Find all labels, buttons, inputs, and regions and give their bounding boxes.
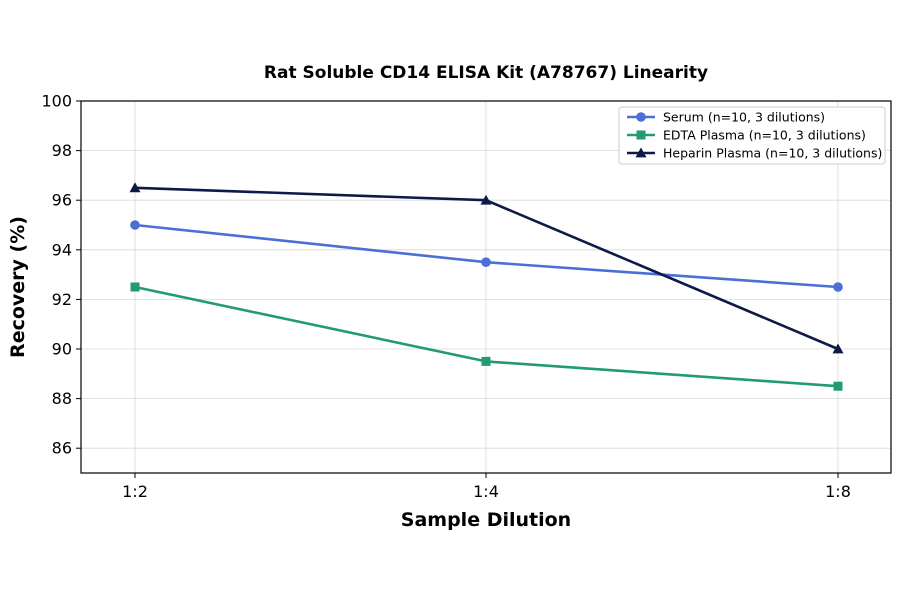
legend-label: Serum (n=10, 3 dilutions) — [663, 110, 825, 125]
series-2 — [129, 182, 844, 354]
series-line — [134, 223, 839, 289]
legend-item: EDTA Plasma (n=10, 3 dilutions) — [627, 128, 866, 143]
legend-label: Heparin Plasma (n=10, 3 dilutions) — [663, 146, 882, 161]
y-tick-label: 100 — [41, 92, 72, 111]
y-axis-label: Recovery (%) — [7, 216, 29, 358]
y-tick-label: 90 — [52, 340, 72, 359]
data-point — [480, 194, 492, 205]
series-layer — [129, 182, 844, 391]
legend-item: Serum (n=10, 3 dilutions) — [627, 110, 825, 125]
y-tick-label: 88 — [52, 389, 72, 408]
legend: Serum (n=10, 3 dilutions) EDTA Plasma (n=… — [618, 106, 886, 165]
data-point — [832, 343, 844, 354]
series-line — [134, 186, 839, 351]
x-tick-label: 1:8 — [825, 482, 851, 501]
series-1 — [130, 282, 843, 391]
chart-title: Rat Soluble CD14 ELISA Kit (A78767) Line… — [264, 63, 708, 83]
y-tick-label: 92 — [52, 290, 72, 309]
x-tick-label: 1:4 — [473, 482, 499, 501]
x-axis-ticks: 1:2 1:4 1:8 — [122, 473, 851, 501]
data-point — [481, 257, 491, 268]
legend-item: Heparin Plasma (n=10, 3 dilutions) — [627, 146, 882, 161]
legend-marker — [635, 147, 647, 158]
data-point — [833, 282, 843, 292]
y-tick-label: 98 — [52, 141, 72, 160]
data-point — [129, 182, 141, 193]
y-tick-label: 86 — [52, 439, 72, 458]
plot-frame — [80, 100, 892, 474]
x-axis-label: Sample Dilution — [401, 509, 571, 531]
y-tick-label: 96 — [52, 191, 72, 210]
data-point — [833, 381, 843, 391]
data-point — [130, 220, 140, 230]
legend-label: EDTA Plasma (n=10, 3 dilutions) — [663, 128, 866, 143]
legend-marker — [636, 130, 646, 140]
data-point — [130, 282, 140, 292]
legend-box — [618, 106, 886, 165]
x-tick-label: 1:2 — [122, 482, 148, 501]
y-axis-ticks: 86 88 90 92 94 96 98 100 — [41, 92, 81, 458]
y-tick-label: 94 — [52, 240, 72, 259]
series-line — [134, 285, 839, 388]
series-0 — [130, 220, 843, 292]
data-point — [481, 356, 491, 366]
legend-marker — [636, 112, 646, 122]
